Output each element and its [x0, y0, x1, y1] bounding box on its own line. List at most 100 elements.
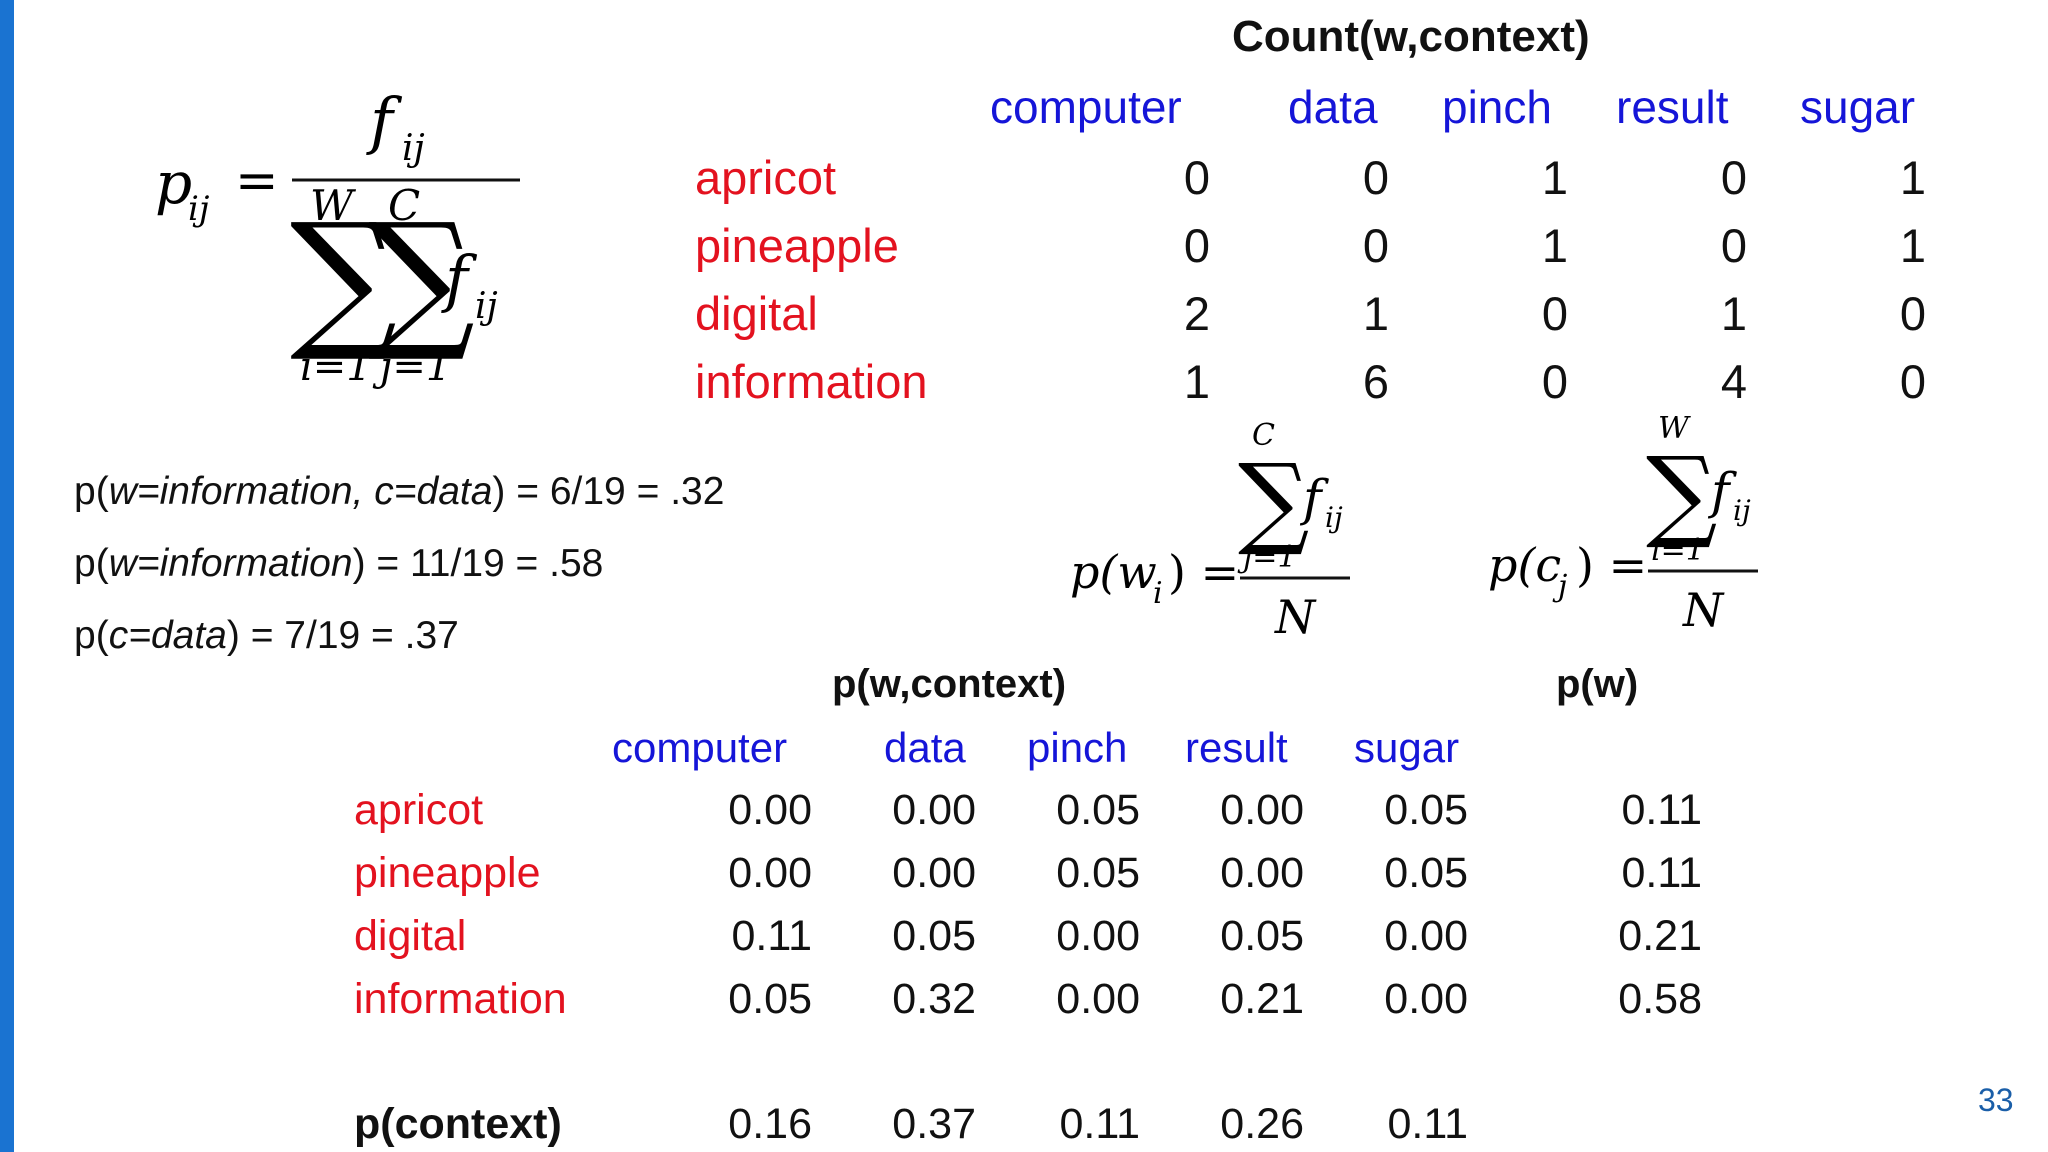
svg-text:p(c: p(c — [1488, 538, 1561, 592]
p-context-cell: 0.26 — [1220, 1100, 1304, 1148]
pw-title: p(w) — [1556, 662, 1639, 706]
svg-text:) =: ) = — [1168, 545, 1239, 599]
count-cell: 1 — [1362, 287, 1389, 340]
svg-text:i=1: i=1 — [300, 344, 372, 390]
p-context-cell: 0.37 — [892, 1100, 976, 1148]
prob-cell: 0.32 — [892, 975, 976, 1023]
count-cell: 6 — [1362, 355, 1389, 408]
count-cell: 0 — [1541, 355, 1568, 408]
svg-text:C: C — [388, 181, 420, 230]
count-cell: 0 — [1362, 219, 1389, 272]
prob-col-data: data — [884, 724, 966, 771]
p-context-label: p(context) — [354, 1100, 562, 1148]
slide-accent-bar — [0, 0, 14, 1152]
count-cell: 0 — [1183, 219, 1210, 272]
count-cell: 1 — [1541, 219, 1568, 272]
slide-number: 33 — [1978, 1082, 2014, 1118]
formula-p-wi: p(w i ) = C ∑ f ij j=1 N — [1070, 418, 1350, 644]
svg-text:∑: ∑ — [1646, 435, 1717, 552]
formula-p-cj: p(c j ) = W ∑ f ij i=1 N — [1488, 411, 1758, 637]
svg-text:N: N — [1274, 590, 1317, 644]
prob-row-label: apricot — [354, 786, 484, 834]
count-cell: 1 — [1183, 355, 1210, 408]
svg-text:i=1: i=1 — [1651, 533, 1705, 568]
prob-cell: 0.00 — [1220, 849, 1304, 897]
prob-cell: 0.05 — [1056, 849, 1140, 897]
pw-cell: 0.58 — [1618, 975, 1702, 1023]
count-cell: 0 — [1541, 287, 1568, 340]
count-col-computer: computer — [990, 81, 1182, 133]
example-joint-probability: p(w=information, c=data) = 6/19 = .32 — [74, 470, 725, 513]
svg-text:i: i — [1153, 576, 1163, 611]
svg-text:∑: ∑ — [290, 192, 397, 366]
count-table-title: Count(w,context) — [1232, 12, 1590, 61]
prob-cell: 0.05 — [728, 975, 812, 1023]
prob-cell: 0.00 — [1384, 975, 1468, 1023]
prob-cell: 0.00 — [892, 786, 976, 834]
example-word-probability: p(w=information) = 11/19 = .58 — [74, 542, 604, 585]
count-cell: 2 — [1183, 287, 1210, 340]
count-cell: 4 — [1720, 355, 1747, 408]
svg-text:ij: ij — [402, 128, 425, 169]
count-cell: 0 — [1183, 151, 1210, 204]
prob-col-computer: computer — [612, 724, 788, 771]
prob-row-label: digital — [354, 912, 467, 960]
prob-col-sugar: sugar — [1354, 724, 1460, 771]
prob-cell: 0.05 — [892, 912, 976, 960]
prob-cell: 0.11 — [731, 912, 813, 960]
svg-text:ij: ij — [1733, 494, 1751, 527]
count-col-result: result — [1616, 81, 1729, 133]
svg-text:N: N — [1682, 583, 1725, 637]
count-col-sugar: sugar — [1800, 81, 1916, 133]
count-cell: 0 — [1720, 219, 1747, 272]
example-context-probability: p(c=data) = 7/19 = .37 — [74, 614, 459, 657]
count-col-data: data — [1288, 81, 1378, 133]
count-cell: 0 — [1899, 355, 1926, 408]
svg-text:ij: ij — [1325, 501, 1343, 534]
count-cell: 1 — [1720, 287, 1747, 340]
prob-cell: 0.00 — [1056, 975, 1140, 1023]
svg-text:f: f — [366, 84, 403, 157]
svg-text:=: = — [235, 151, 279, 211]
p-context-cell: 0.11 — [1059, 1100, 1141, 1148]
svg-text:∑: ∑ — [1238, 442, 1309, 559]
prob-cell: 0.05 — [1056, 786, 1140, 834]
prob-cell: 0.05 — [1220, 912, 1304, 960]
formula-pij: p ij = f ij W C ∑ ∑ f ij i=1 j=1 — [155, 84, 520, 390]
svg-text:C: C — [1252, 418, 1275, 453]
prob-cell: 0.00 — [728, 786, 812, 834]
prob-cell: 0.21 — [1220, 975, 1304, 1023]
prob-row-label: pineapple — [354, 849, 541, 897]
prob-cell: 0.00 — [1384, 912, 1468, 960]
count-cell: 1 — [1541, 151, 1568, 204]
prob-cell: 0.05 — [1384, 786, 1468, 834]
count-cell: 0 — [1362, 151, 1389, 204]
svg-text:p: p — [155, 149, 192, 217]
count-row-label: pineapple — [695, 219, 899, 272]
count-cell: 1 — [1899, 219, 1926, 272]
svg-text:p(w: p(w — [1070, 545, 1157, 599]
prob-cell: 0.00 — [892, 849, 976, 897]
svg-text:ij: ij — [188, 189, 210, 229]
prob-row-label: information — [354, 975, 567, 1023]
prob-table-title: p(w,context) — [832, 662, 1067, 706]
count-row-label: information — [695, 355, 928, 408]
svg-text:∑: ∑ — [368, 192, 475, 366]
svg-text:W: W — [1658, 411, 1691, 446]
count-col-pinch: pinch — [1442, 81, 1552, 133]
count-row-label: apricot — [695, 151, 837, 204]
prob-col-pinch: pinch — [1027, 724, 1128, 771]
pw-cell: 0.11 — [1621, 849, 1703, 897]
svg-text:ij: ij — [475, 286, 498, 327]
prob-cell: 0.00 — [1056, 912, 1140, 960]
count-cell: 0 — [1899, 287, 1926, 340]
prob-col-result: result — [1185, 724, 1288, 771]
prob-cell: 0.05 — [1384, 849, 1468, 897]
count-row-label: digital — [695, 287, 818, 340]
svg-text:j=1: j=1 — [372, 344, 451, 390]
svg-text:W: W — [310, 181, 357, 230]
p-context-cell: 0.11 — [1387, 1100, 1469, 1148]
pw-cell: 0.21 — [1618, 912, 1702, 960]
pw-cell: 0.11 — [1621, 786, 1703, 834]
count-cell: 0 — [1720, 151, 1747, 204]
